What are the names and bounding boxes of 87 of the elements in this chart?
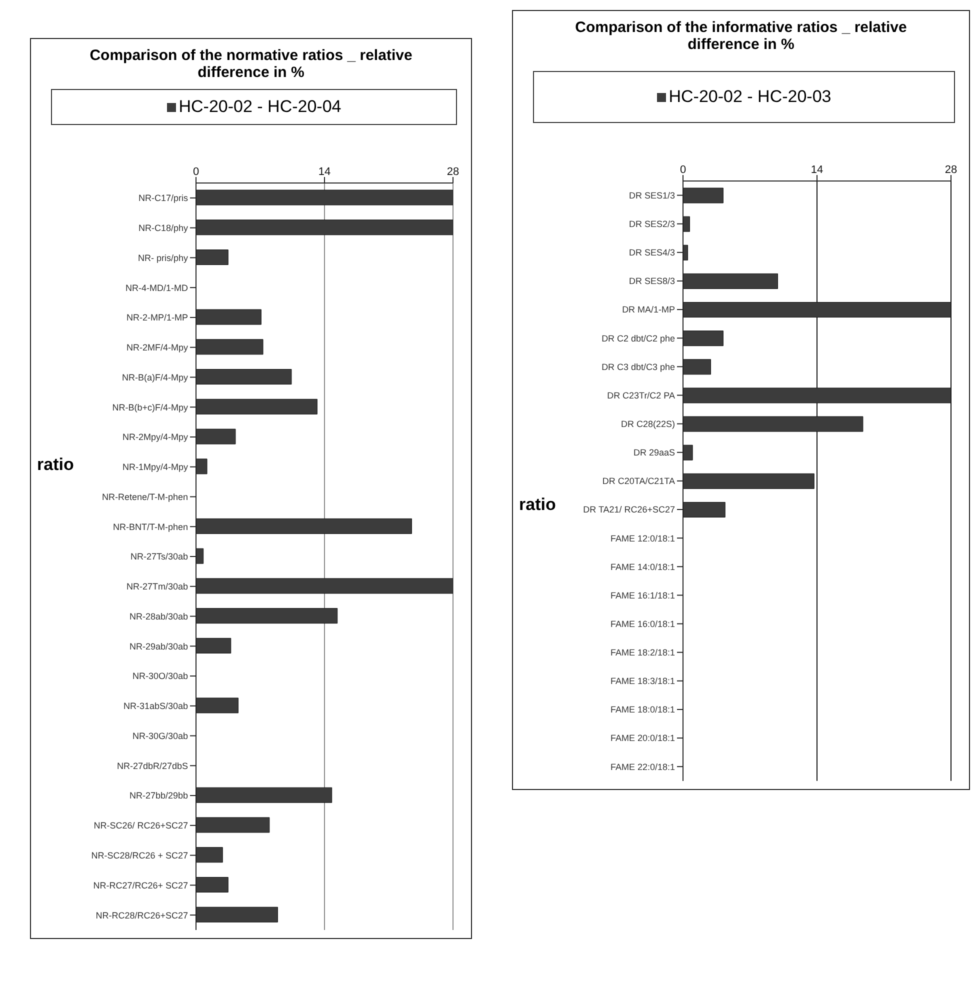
y-tick-label: NR-27Ts/30ab [130, 552, 188, 562]
bar [683, 473, 814, 489]
y-tick-label: DR C20TA/C21TA [602, 476, 676, 486]
y-tick-label: FAME 18:2/18:1 [610, 648, 675, 658]
legend-label: HC-20-02 - HC-20-04 [178, 97, 342, 117]
bar [196, 190, 453, 206]
y-tick-label: NR-27Tm/30ab [126, 582, 188, 592]
bar [196, 398, 318, 414]
bar [196, 876, 228, 892]
bar [196, 548, 204, 564]
bar [683, 244, 688, 260]
chart-title: Comparison of the normative ratios _ relative difference in % [88, 46, 414, 81]
bar [683, 188, 724, 204]
y-tick-label: NR-B(a)F/4-Mpy [122, 372, 188, 382]
y-tick-label: DR MA/1-MP [622, 304, 675, 315]
y-tick-label: NR-27bb/29bb [129, 790, 188, 801]
bar [196, 578, 453, 594]
bar [196, 608, 338, 624]
x-tick-label: 0 [192, 166, 200, 178]
bar [196, 309, 262, 325]
y-tick-label: NR-2MF/4-Mpy [126, 342, 188, 353]
bar [196, 638, 232, 654]
bar [683, 444, 693, 460]
y-tick-label: NR-30G/30ab [132, 730, 188, 741]
bar [196, 428, 236, 444]
bar [196, 906, 278, 922]
y-tick-label: NR-SC26/ RC26+SC27 [94, 820, 188, 831]
y-tick-label: NR-1Mpy/4-Mpy [122, 462, 188, 472]
bar [196, 817, 270, 833]
y-tick-label: NR-30O/30ab [132, 671, 188, 682]
bar [196, 847, 223, 863]
y-tick-label: NR-4-MD/1-MD [126, 282, 188, 293]
y-tick-label: FAME 18:0/18:1 [610, 704, 675, 715]
y-tick-label: FAME 18:3/18:1 [610, 676, 675, 686]
y-tick-label: NR-Retene/T-M-phen [102, 492, 188, 502]
y-tick-label: DR C23Tr/C2 PA [607, 390, 675, 400]
y-tick-label: DR C2 dbt/C2 phe [602, 333, 675, 344]
y-tick-label: DR TA21/ RC26+SC27 [583, 504, 675, 515]
bar [196, 458, 208, 474]
y-tick-label: NR-2-MP/1-MP [126, 312, 188, 323]
y-axis-title: ratio [519, 495, 556, 515]
y-tick-label: DR C28(22S) [621, 419, 675, 430]
x-tick-label: 0 [680, 164, 686, 176]
y-tick-label: DR SES2/3 [629, 219, 675, 230]
y-axis-title: ratio [37, 455, 74, 475]
x-tick-label: 14 [318, 166, 331, 178]
y-tick-label: FAME 12:0/18:1 [610, 533, 675, 544]
y-tick-label: NR-27dbR/27dbS [116, 760, 188, 771]
legend-label: HC-20-02 - HC-20-03 [668, 87, 832, 107]
y-tick-label: DR SES4/3 [629, 248, 675, 258]
y-tick-label: NR-RC28/RC26+SC27 [96, 910, 188, 920]
y-tick-label: NR-31abS/30ab [123, 701, 188, 712]
chart-title: Comparison of the informative ratios _ relative difference in % [574, 18, 908, 53]
y-tick-label: DR C3 dbt/C3 phe [602, 362, 675, 372]
y-tick-label: NR-BNT/T-M-phen [112, 522, 188, 532]
bar [196, 250, 228, 266]
bar [196, 518, 412, 534]
y-tick-label: FAME 14:0/18:1 [610, 562, 675, 572]
bar [683, 502, 726, 518]
bar [683, 359, 712, 375]
bar [683, 216, 690, 232]
y-tick-label: NR-B(b+c)F/4-Mpy [112, 402, 188, 412]
y-tick-label: NR-SC28/RC26 + SC27 [91, 850, 188, 860]
bar [196, 787, 332, 803]
bar [683, 330, 724, 346]
bar [196, 339, 264, 355]
bar [196, 369, 292, 385]
y-tick-label: NR- pris/phy [138, 252, 188, 263]
y-tick-label: NR-2Mpy/4-Mpy [122, 432, 188, 442]
bar [196, 220, 453, 236]
y-tick-label: NR-C17/pris [138, 193, 188, 204]
x-tick-label: 14 [810, 164, 824, 176]
x-tick-label: 28 [446, 166, 460, 178]
y-tick-label: DR 29aaS [634, 448, 676, 458]
bar [683, 273, 778, 289]
y-tick-label: DR SES1/3 [629, 190, 675, 200]
y-tick-label: NR-28ab/30ab [129, 611, 188, 622]
y-tick-label: FAME 16:0/18:1 [610, 618, 675, 629]
y-tick-label: FAME 22:0/18:1 [610, 762, 675, 772]
y-tick-label: FAME 20:0/18:1 [610, 733, 675, 744]
y-tick-label: NR-RC27/RC26+ SC27 [93, 880, 188, 890]
y-tick-label: DR SES8/3 [629, 276, 675, 286]
y-tick-label: FAME 16:1/18:1 [610, 590, 675, 600]
x-tick-label: 28 [944, 164, 958, 176]
bar [196, 698, 238, 714]
y-tick-label: NR-C18/phy [138, 223, 188, 234]
y-tick-label: NR-29ab/30ab [129, 641, 188, 652]
